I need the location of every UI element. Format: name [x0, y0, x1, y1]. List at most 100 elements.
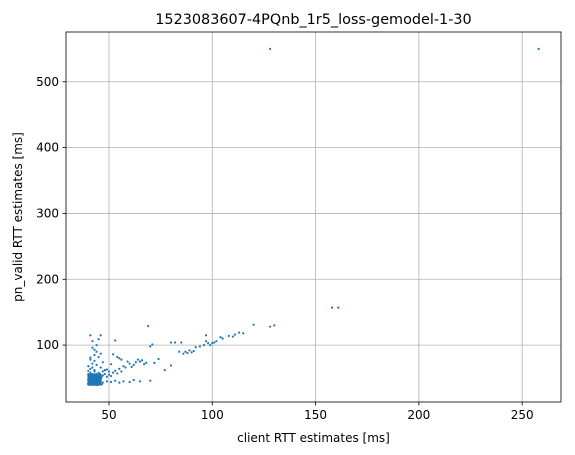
data-point — [99, 352, 102, 355]
data-point — [91, 362, 94, 365]
y-tick-label: 500 — [36, 75, 59, 89]
data-point — [169, 341, 173, 344]
data-point — [213, 341, 216, 344]
data-point — [140, 359, 144, 362]
data-point — [209, 344, 212, 347]
data-point — [91, 346, 94, 349]
y-tick-label: 400 — [36, 141, 59, 155]
data-point — [128, 380, 131, 384]
data-point — [114, 339, 117, 342]
data-point — [207, 342, 210, 345]
data-point — [89, 334, 92, 337]
data-point — [180, 341, 183, 344]
data-point — [124, 366, 127, 369]
data-point — [98, 380, 101, 384]
data-point — [101, 370, 104, 373]
data-point — [184, 350, 187, 353]
data-point — [227, 334, 230, 338]
data-point — [136, 358, 139, 361]
data-points — [87, 47, 540, 386]
plot-area-frame — [65, 31, 562, 403]
data-point — [90, 379, 93, 382]
data-point — [134, 361, 137, 364]
data-point — [96, 376, 99, 379]
data-point — [145, 361, 148, 364]
data-point — [107, 370, 111, 373]
data-point — [109, 380, 113, 384]
y-tick-label: 200 — [36, 272, 59, 286]
data-point — [221, 337, 224, 340]
data-point — [99, 334, 102, 337]
data-point — [103, 372, 106, 376]
data-point — [238, 331, 241, 334]
data-point — [101, 381, 104, 384]
data-point — [330, 306, 334, 309]
data-point — [192, 349, 195, 353]
data-point — [204, 334, 208, 337]
data-point — [94, 374, 97, 377]
data-point — [190, 351, 193, 354]
data-point — [163, 369, 166, 372]
data-point — [89, 358, 92, 361]
data-point — [537, 47, 540, 50]
data-point — [173, 341, 177, 344]
data-point — [169, 364, 173, 367]
data-point — [269, 47, 272, 50]
data-point — [87, 382, 91, 386]
data-point — [93, 383, 97, 386]
data-point — [118, 381, 121, 384]
data-point — [120, 358, 123, 361]
data-point — [233, 333, 237, 336]
data-point — [93, 353, 96, 357]
data-point — [91, 340, 94, 343]
data-point — [97, 338, 100, 341]
data-point — [105, 368, 109, 371]
x-tick-label: 200 — [407, 408, 430, 422]
data-point — [92, 381, 95, 384]
data-point — [92, 374, 95, 377]
data-point — [93, 348, 96, 351]
data-point — [269, 325, 272, 328]
data-point — [132, 378, 135, 382]
data-point — [99, 366, 102, 369]
y-axis-label: pn_valid RTT estimates [ms] — [11, 132, 25, 302]
data-point — [95, 350, 98, 353]
data-point — [153, 361, 156, 364]
data-point — [97, 355, 100, 359]
data-point — [118, 367, 121, 370]
data-point — [103, 369, 106, 372]
data-point — [204, 340, 208, 343]
data-point — [98, 378, 102, 381]
data-point — [97, 371, 100, 374]
chart-title: 1523083607-4PQnb_1r5_loss-gemodel-1-30 — [155, 12, 471, 28]
data-point — [96, 373, 99, 376]
data-point — [93, 359, 96, 363]
data-point — [147, 324, 150, 328]
data-point — [231, 335, 235, 338]
data-point — [114, 369, 117, 372]
data-point — [105, 375, 109, 378]
data-point — [95, 344, 98, 347]
x-tick-label: 150 — [304, 408, 327, 422]
data-point — [88, 376, 91, 379]
data-point — [93, 369, 96, 372]
data-point — [122, 380, 125, 383]
data-point — [95, 383, 98, 386]
data-point — [89, 367, 92, 370]
data-point — [252, 323, 255, 326]
data-point — [202, 344, 206, 347]
data-point — [87, 369, 90, 372]
data-point — [130, 365, 133, 368]
data-point — [116, 355, 119, 359]
data-point — [109, 374, 113, 378]
data-point — [188, 349, 191, 352]
data-point — [107, 373, 111, 376]
data-point — [273, 324, 276, 327]
data-point — [142, 363, 146, 366]
data-point — [112, 353, 115, 356]
data-point — [198, 345, 201, 348]
data-point — [96, 379, 100, 382]
data-point — [126, 360, 129, 363]
data-point — [194, 345, 197, 349]
